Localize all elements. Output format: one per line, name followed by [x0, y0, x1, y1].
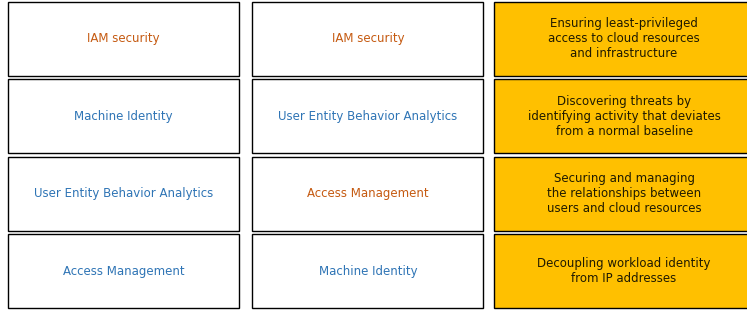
FancyBboxPatch shape [252, 234, 483, 308]
FancyBboxPatch shape [494, 79, 747, 153]
FancyBboxPatch shape [494, 157, 747, 231]
Text: User Entity Behavior Analytics: User Entity Behavior Analytics [279, 110, 457, 123]
FancyBboxPatch shape [8, 79, 239, 153]
Text: Securing and managing
the relationships between
users and cloud resources: Securing and managing the relationships … [547, 172, 701, 215]
Text: User Entity Behavior Analytics: User Entity Behavior Analytics [34, 187, 213, 200]
FancyBboxPatch shape [252, 79, 483, 153]
Text: Ensuring least-privileged
access to cloud resources
and infrastructure: Ensuring least-privileged access to clou… [548, 17, 700, 60]
FancyBboxPatch shape [494, 234, 747, 308]
Text: Access Management: Access Management [307, 187, 429, 200]
FancyBboxPatch shape [8, 2, 239, 76]
FancyBboxPatch shape [252, 157, 483, 231]
Text: Machine Identity: Machine Identity [74, 110, 173, 123]
Text: Access Management: Access Management [63, 265, 185, 278]
Text: IAM security: IAM security [332, 32, 404, 45]
Text: Decoupling workload identity
from IP addresses: Decoupling workload identity from IP add… [537, 257, 711, 285]
FancyBboxPatch shape [494, 2, 747, 76]
FancyBboxPatch shape [8, 234, 239, 308]
Text: IAM security: IAM security [87, 32, 160, 45]
FancyBboxPatch shape [8, 157, 239, 231]
Text: Machine Identity: Machine Identity [318, 265, 418, 278]
FancyBboxPatch shape [252, 2, 483, 76]
Text: Discovering threats by
identifying activity that deviates
from a normal baseline: Discovering threats by identifying activ… [527, 95, 721, 138]
